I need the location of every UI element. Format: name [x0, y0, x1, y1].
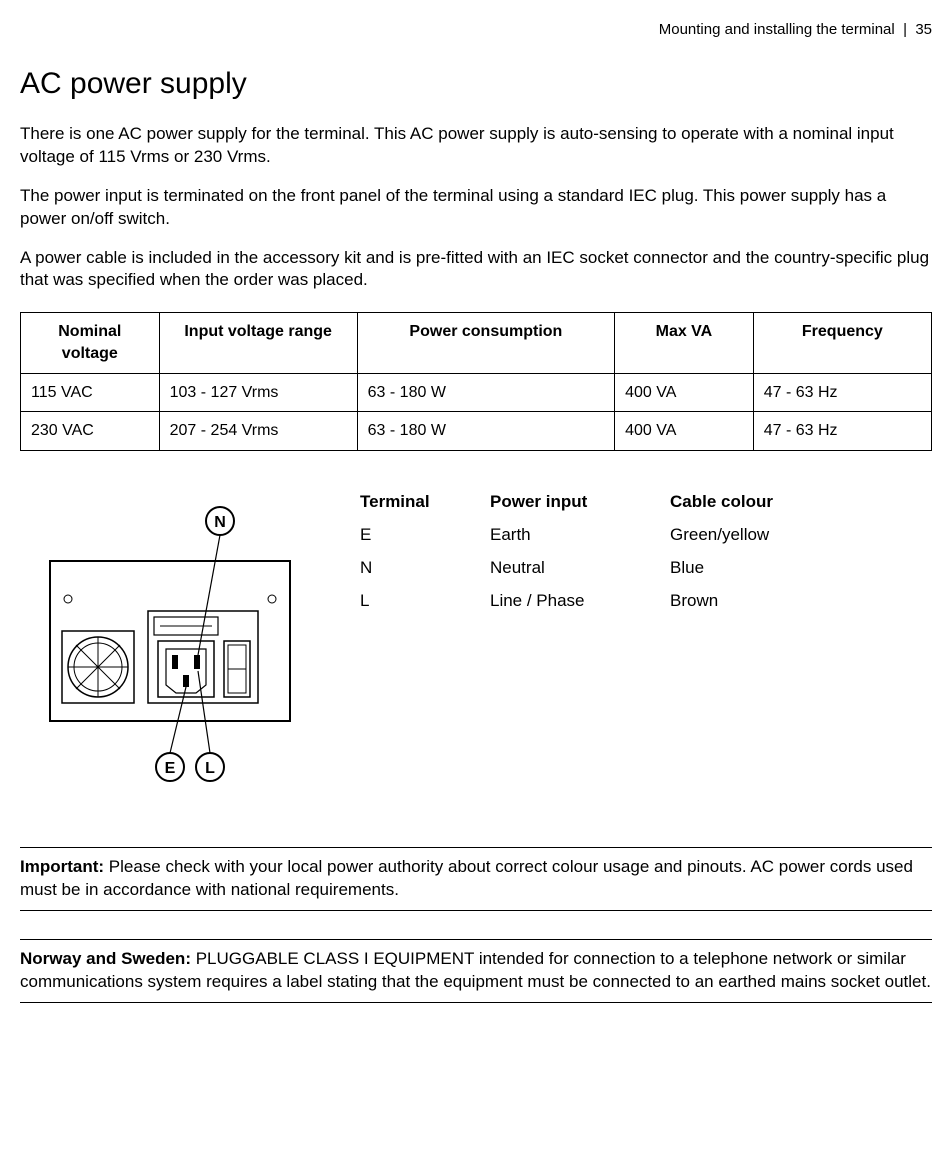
col-header: Frequency: [753, 313, 931, 373]
col-header: Input voltage range: [159, 313, 357, 373]
pin-cell: Line / Phase: [490, 590, 670, 613]
pin-row: E Earth Green/yellow: [360, 524, 932, 547]
pin-col-header: Terminal: [360, 491, 490, 514]
note-label: Norway and Sweden:: [20, 949, 191, 968]
table-cell: 47 - 63 Hz: [753, 373, 931, 412]
pin-row: L Line / Phase Brown: [360, 590, 932, 613]
pin-cell: Blue: [670, 557, 932, 580]
col-header: Power consumption: [357, 313, 614, 373]
note-label: Important:: [20, 857, 104, 876]
table-cell: 115 VAC: [21, 373, 160, 412]
page-title: AC power supply: [20, 64, 932, 105]
breadcrumb-separator: |: [903, 21, 907, 38]
important-note: Important: Please check with your local …: [20, 847, 932, 911]
paragraph-1: There is one AC power supply for the ter…: [20, 123, 932, 169]
pin-cell: E: [360, 524, 490, 547]
pin-table: Terminal Power input Cable colour E Eart…: [360, 491, 932, 623]
paragraph-3: A power cable is included in the accesso…: [20, 247, 932, 293]
diagram-label-e: E: [165, 760, 176, 777]
pin-col-header: Cable colour: [670, 491, 932, 514]
diagram-label-l: L: [205, 760, 215, 777]
pin-table-header: Terminal Power input Cable colour: [360, 491, 932, 514]
col-header: Nominal voltage: [21, 313, 160, 373]
table-row: 115 VAC 103 - 127 Vrms 63 - 180 W 400 VA…: [21, 373, 932, 412]
table-cell: 47 - 63 Hz: [753, 412, 931, 451]
pin-cell: N: [360, 557, 490, 580]
pin-cell: Brown: [670, 590, 932, 613]
power-inlet-svg: N E L: [20, 491, 320, 791]
paragraph-2: The power input is terminated on the fro…: [20, 185, 932, 231]
norway-sweden-note: Norway and Sweden: PLUGGABLE CLASS I EQU…: [20, 939, 932, 1003]
pin-cell: L: [360, 590, 490, 613]
pin-row: N Neutral Blue: [360, 557, 932, 580]
breadcrumb: Mounting and installing the terminal: [659, 21, 895, 38]
power-inlet-diagram: N E L: [20, 491, 320, 798]
pin-cell: Neutral: [490, 557, 670, 580]
pin-cell: Green/yellow: [670, 524, 932, 547]
table-cell: 400 VA: [615, 412, 754, 451]
col-header: Max VA: [615, 313, 754, 373]
table-row: 230 VAC 207 - 254 Vrms 63 - 180 W 400 VA…: [21, 412, 932, 451]
table-cell: 230 VAC: [21, 412, 160, 451]
diagram-label-n: N: [214, 514, 226, 531]
page-number: 35: [915, 21, 932, 38]
table-cell: 400 VA: [615, 373, 754, 412]
page-header: Mounting and installing the terminal | 3…: [20, 20, 932, 40]
table-cell: 207 - 254 Vrms: [159, 412, 357, 451]
table-cell: 63 - 180 W: [357, 373, 614, 412]
note-text: Please check with your local power autho…: [20, 857, 913, 899]
diagram-section: N E L Terminal Power input Cable colour …: [20, 491, 932, 798]
table-cell: 103 - 127 Vrms: [159, 373, 357, 412]
pin-cell: Earth: [490, 524, 670, 547]
pin-col-header: Power input: [490, 491, 670, 514]
table-cell: 63 - 180 W: [357, 412, 614, 451]
spec-table: Nominal voltage Input voltage range Powe…: [20, 312, 932, 450]
table-header-row: Nominal voltage Input voltage range Powe…: [21, 313, 932, 373]
